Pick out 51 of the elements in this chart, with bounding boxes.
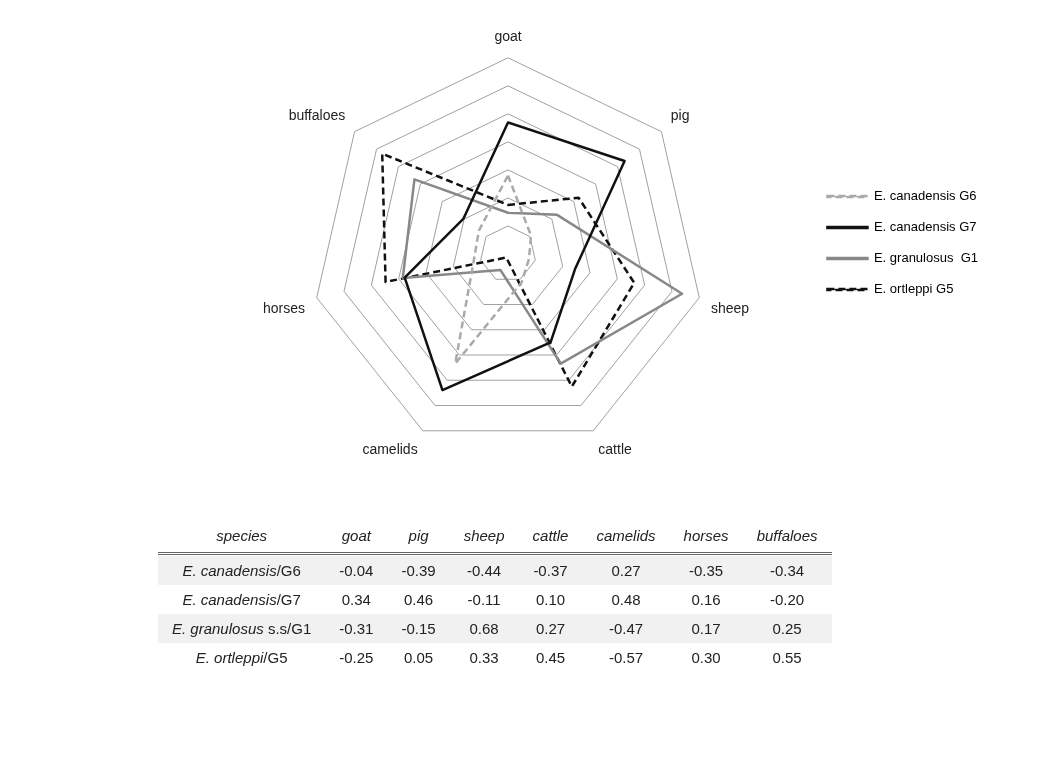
data-label: 0.45 [534, 648, 567, 668]
y-axis-title: species [215, 525, 269, 546]
data-label: -0.47 [607, 619, 645, 639]
data-label: 0.33 [468, 648, 500, 668]
x-tick-label: sheep [462, 525, 506, 546]
x-tick-label: buffaloes [755, 525, 819, 546]
data-label: -0.57 [607, 648, 645, 668]
data-label: 0.05 [402, 648, 435, 668]
data-label: 0.17 [690, 619, 722, 639]
data-label: 0.68 [468, 619, 500, 639]
legend-label: E. canadensis G7 [873, 219, 977, 235]
legend-label: E. granulosus G1 [873, 250, 979, 266]
data-label: -0.25 [338, 648, 375, 668]
data-label: 0.30 [690, 648, 722, 668]
y-tick-label: E. ortleppi/G5 [195, 649, 288, 666]
data-label: -0.39 [400, 561, 437, 581]
data-label: -0.11 [466, 590, 502, 610]
data-label: -0.20 [768, 590, 806, 610]
data-label: -0.37 [532, 561, 569, 581]
data-label: 0.55 [771, 648, 803, 668]
legend-label: E. ortleppi G5 [873, 281, 954, 297]
data-label: 0.25 [771, 619, 803, 639]
data-label: -0.44 [466, 561, 503, 581]
data-label: -0.15 [400, 619, 437, 639]
data-label: -0.04 [338, 561, 375, 581]
data-label: 0.48 [610, 590, 642, 610]
data-label: 0.46 [402, 590, 435, 610]
data-label: -0.34 [768, 561, 806, 581]
spoke-label: pig [670, 106, 690, 123]
y-tick-label: E. canadensis/G6 [182, 562, 301, 579]
x-tick-label: pig [407, 525, 430, 546]
spoke-label: goat [494, 28, 522, 45]
data-label: 0.16 [690, 590, 722, 610]
spoke-label: camelids [362, 440, 418, 457]
x-tick-label: goat [340, 525, 373, 546]
x-tick-label: horses [682, 525, 730, 546]
spoke-label: horses [262, 299, 306, 316]
spoke-label: cattle [598, 440, 633, 457]
data-label: -0.31 [338, 619, 375, 639]
data-label: 0.10 [534, 590, 567, 610]
data-label: 0.34 [340, 590, 372, 610]
legend-label: E. canadensis G6 [873, 188, 977, 204]
spoke-label: buffaloes [288, 106, 346, 123]
data-label: -0.35 [688, 561, 725, 581]
y-tick-label: E. canadensis/G7 [182, 591, 301, 608]
spoke-label: sheep [710, 299, 750, 316]
x-tick-label: camelids [595, 525, 657, 546]
data-label: 0.27 [610, 561, 642, 581]
data-label: 0.27 [534, 619, 567, 639]
y-tick-label: E. granulosus s.s/G1 [172, 620, 312, 637]
x-tick-label: cattle [531, 525, 570, 546]
